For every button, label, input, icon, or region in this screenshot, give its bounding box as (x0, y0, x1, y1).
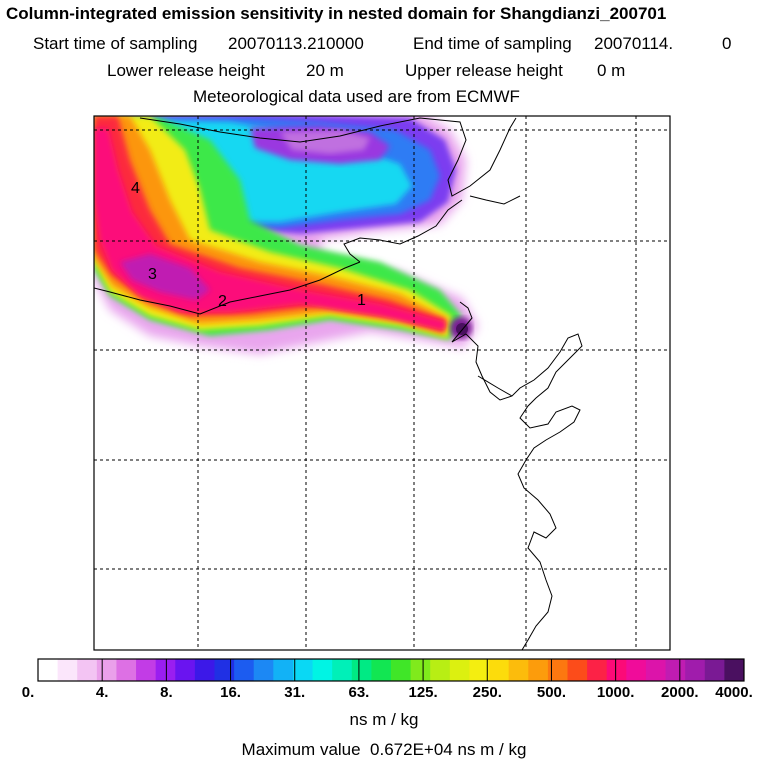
colorbar-swatch (312, 659, 333, 681)
plume-marker-3: 3 (148, 266, 157, 283)
colorbar-swatch (606, 659, 627, 681)
start-time-value: 20070113.210000 (228, 34, 364, 53)
max-value-readout: Maximum value 0.672E+04 ns m / kg (242, 740, 527, 760)
colorbar-swatch (194, 659, 215, 681)
end-time-suffix: 0 (722, 34, 732, 53)
end-time-label: End time of sampling (413, 34, 572, 53)
colorbar (37, 658, 745, 682)
colorbar-swatch (77, 659, 98, 681)
colorbar-swatch (371, 659, 392, 681)
end-time-value: 20070114. (594, 34, 674, 53)
colorbar-swatch (508, 659, 529, 681)
colorbar-swatch (587, 659, 608, 681)
plume-marker-2: 2 (218, 293, 227, 310)
colorbar-swatch (292, 659, 314, 681)
sensitivity-field (94, 116, 478, 354)
colorbar-label: 1000. (596, 684, 635, 701)
colorbar-swatch (351, 659, 372, 681)
colorbar-units: ns m / kg (349, 710, 419, 729)
colorbar-swatch (155, 659, 176, 681)
colorbar-swatch (175, 659, 196, 681)
colorbar-swatch (214, 659, 235, 681)
colorbar-label: 4. (95, 684, 109, 701)
colorbar-label: 250. (472, 684, 502, 701)
max-value-label: Maximum value (241, 740, 361, 759)
colorbar-label: 63. (348, 684, 370, 701)
colorbar-swatch (410, 659, 431, 681)
start-time-label: Start time of sampling (33, 34, 198, 53)
colorbar-swatch (430, 659, 451, 681)
coastlines (94, 117, 583, 650)
colorbar-swatch (704, 659, 725, 681)
lower-release-value: 20 m (306, 61, 344, 80)
colorbar-swatch (626, 659, 647, 681)
colorbar-swatch (724, 659, 745, 681)
colorbar-label: 125. (408, 684, 438, 701)
colorbar-border (37, 658, 745, 682)
lat-lon-grid (94, 116, 670, 650)
plume-marker-4: 4 (131, 180, 140, 197)
colorbar-label: 0. (21, 684, 35, 701)
colorbar-label: 16. (220, 684, 241, 701)
north-loop-core-inner (280, 130, 370, 154)
colorbar-swatch (332, 659, 353, 681)
colorbar-swatch (449, 659, 470, 681)
plume-marker-1: 1 (357, 292, 366, 309)
colorbar-label: 500. (536, 684, 567, 701)
colorbar-label: 4000. (715, 684, 753, 701)
colorbar-swatch (116, 659, 137, 681)
colorbar-swatch (645, 659, 667, 681)
upper-release-value: 0 m (597, 61, 626, 80)
colorbar-swatch (273, 659, 294, 681)
colorbar-swatch (96, 659, 117, 681)
colorbar-swatch (391, 659, 412, 681)
colorbar-swatch (469, 659, 490, 681)
colorbar-label: 2000. (661, 684, 699, 701)
colorbar-swatch (567, 659, 588, 681)
map-frame (93, 115, 671, 651)
colorbar-swatch (234, 659, 255, 681)
colorbar-swatch (136, 659, 157, 681)
colorbar-label: 8. (160, 684, 173, 701)
colorbar-swatch (253, 659, 274, 681)
colorbar-swatch (57, 659, 78, 681)
colorbar-swatch (489, 659, 510, 681)
meteo-source: Meteorological data used are from ECMWF (193, 87, 520, 106)
plume-magenta-core (120, 254, 210, 300)
colorbar-swatch (665, 659, 686, 681)
lower-release-label: Lower release height (107, 61, 265, 80)
colorbar-swatch (38, 659, 59, 681)
colorbar-label: 31. (284, 684, 306, 701)
colorbar-swatch (685, 659, 706, 681)
upper-release-label: Upper release height (405, 61, 563, 80)
map-title: Column-integrated emission sensitivity i… (6, 4, 667, 23)
colorbar-swatch (547, 659, 568, 681)
colorbar-swatch (528, 659, 549, 681)
max-value-number: 0.672E+04 ns m / kg (370, 740, 527, 759)
